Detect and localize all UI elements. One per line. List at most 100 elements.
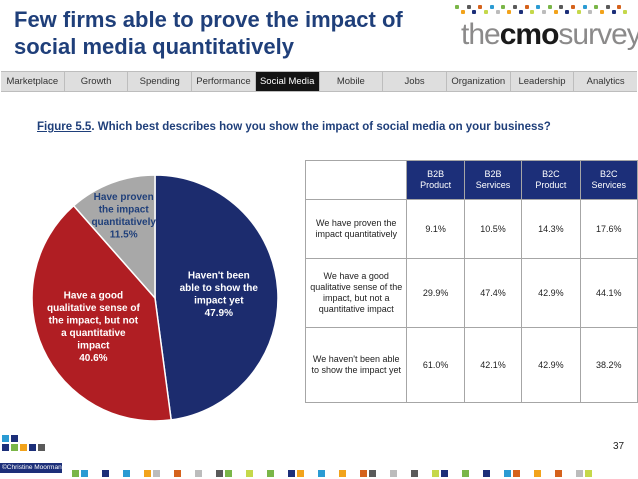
pie-label-line: impact <box>77 340 110 351</box>
logo-dot <box>605 5 610 9</box>
footer-square <box>11 444 18 451</box>
footer-square <box>297 470 304 477</box>
tab-marketplace[interactable]: Marketplace <box>1 72 65 91</box>
figure-caption: Figure 5.5. Which best describes how you… <box>37 121 551 133</box>
logo-dot <box>553 10 558 14</box>
page-title: Few firms able to prove the impact of so… <box>14 7 403 59</box>
logo-dot <box>507 10 512 14</box>
footer-square <box>513 470 520 477</box>
col-header-b2b-product: B2B Product <box>406 160 465 200</box>
logo-dot <box>489 5 494 9</box>
table-cell: 38.2% <box>579 327 638 403</box>
pie-label-line: impact yet <box>194 296 244 307</box>
pie-label-line: qualitative sense of <box>47 303 140 314</box>
footer-square <box>144 470 151 477</box>
tab-spending[interactable]: Spending <box>128 72 193 91</box>
pie-slice <box>31 204 173 422</box>
logo-post: survey <box>558 18 638 51</box>
table-cell: 42.9% <box>521 258 581 328</box>
pie-slice-label: Have a good qualitative sense of the impac… <box>47 290 140 364</box>
footer-square <box>360 470 367 477</box>
col-header-line: Services <box>475 180 511 190</box>
tab-analytics[interactable]: Analytics <box>586 76 625 87</box>
logo-dot <box>617 5 622 9</box>
table-cell: 9.1% <box>406 199 465 259</box>
col-header-line: Product <box>420 180 452 190</box>
logo-dot <box>466 5 471 9</box>
logo-dot <box>611 10 616 14</box>
logo-dot <box>524 5 529 9</box>
footer-square <box>2 444 9 451</box>
col-header-b2c-product: B2C Product <box>521 160 581 200</box>
footer-square <box>153 470 160 477</box>
pie-slice-label: Haven't been able to show the impact yet 47… <box>180 271 259 320</box>
footer-square <box>576 470 583 477</box>
footer-decoration <box>0 430 638 479</box>
col-header-line: B2B <box>484 169 502 179</box>
pie-label-line: able to show the <box>180 283 259 294</box>
pie-label-line: the impact, but not <box>49 315 139 326</box>
figure-number: Figure 5.5 <box>37 121 92 133</box>
table-cell: 42.1% <box>463 327 523 403</box>
tab-jobs[interactable]: Jobs <box>383 72 447 91</box>
logo-dot <box>547 5 552 9</box>
footer-square <box>81 470 88 477</box>
pie-slice <box>72 174 156 300</box>
tab-growth[interactable]: Growth <box>65 72 129 91</box>
tab-leadership[interactable]: Leadership <box>511 72 575 91</box>
table-cell: 10.5% <box>463 199 523 259</box>
table-row: We haven't been able to show the impact … <box>304 327 638 403</box>
logo-dot <box>530 10 535 14</box>
table-cell: 14.3% <box>521 199 581 259</box>
tab-mobile[interactable]: Mobile <box>320 72 384 91</box>
pie-label-line: quantitatively <box>91 217 156 228</box>
pie-label-line: Haven't been <box>188 271 250 282</box>
logo-dot <box>460 10 465 14</box>
table-cell: 61.0% <box>406 327 465 403</box>
col-header-b2b-services: B2B Services <box>463 160 523 200</box>
tab-organization[interactable]: Organization <box>447 72 511 91</box>
footer-square <box>20 444 27 451</box>
pie-chart: Haven't been able to show the impact yet 47… <box>31 174 279 422</box>
footer-square <box>246 470 253 477</box>
col-header-line: B2B <box>427 169 445 179</box>
col-header-b2c-services: B2C Services <box>579 160 638 200</box>
logo-wordmark: thecmosurvey <box>461 18 638 52</box>
footer-square <box>585 470 592 477</box>
logo-bold: cmo <box>499 18 560 51</box>
logo-dot <box>600 10 604 14</box>
footer-square <box>11 435 18 442</box>
footer-square <box>318 470 325 477</box>
footer-square <box>369 470 376 477</box>
table-cell: 17.6% <box>579 199 638 259</box>
footer-square <box>29 444 36 451</box>
copyright-credit: ©Christine Moorman <box>0 463 62 473</box>
col-header-line: Services <box>591 180 627 190</box>
table-row: We have proven the impact quantitatively… <box>304 199 638 259</box>
pie-value-label: 40.6% <box>79 353 107 364</box>
table-row: We have a good qualitative sense of the … <box>304 258 638 328</box>
logo-dot <box>513 5 517 9</box>
footer-square <box>102 470 109 477</box>
breakdown-table: B2B Product B2B Services B2C Product B2C Ser… <box>304 160 638 403</box>
footer-square <box>432 470 439 477</box>
footer-square <box>123 470 130 477</box>
logo-dot <box>594 5 599 9</box>
logo-dot <box>571 5 575 9</box>
logo-dot <box>576 10 581 14</box>
row-label: We haven't been able to show the impact … <box>304 327 408 403</box>
logo-dot <box>501 5 506 9</box>
cmo-survey-logo: thecmosurvey <box>455 4 638 62</box>
footer-square <box>390 470 397 477</box>
logo-dot <box>478 5 483 9</box>
row-label: We have proven the impact quantitatively <box>304 199 408 259</box>
footer-square <box>225 470 232 477</box>
tab-social-media[interactable]: Social Media <box>255 72 320 91</box>
col-header-line: B2C <box>542 169 560 179</box>
logo-dot <box>472 10 477 14</box>
table-cell: 44.1% <box>579 258 638 328</box>
tab-performance[interactable]: Performance <box>192 72 256 91</box>
logo-dot <box>582 5 587 9</box>
col-header-line: Product <box>535 180 567 190</box>
footer-square <box>174 470 181 477</box>
